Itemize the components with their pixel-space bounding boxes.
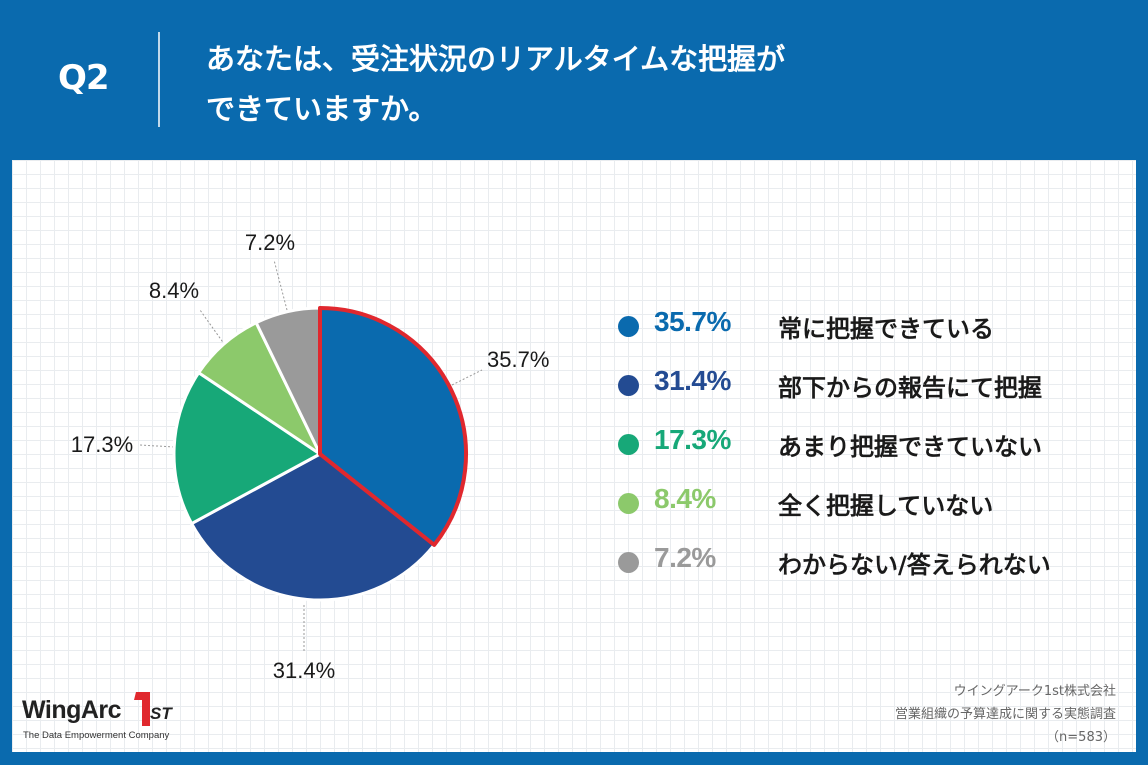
question-number: Q2 bbox=[58, 58, 110, 98]
legend-percent: 17.3% bbox=[654, 424, 731, 455]
company-logo: WingArc 1 ST The Data Empowerment Compan… bbox=[22, 692, 192, 744]
question-line-2: できていますか。 bbox=[206, 92, 438, 126]
leader-line bbox=[451, 369, 483, 386]
logo-tagline: The Data Empowerment Company bbox=[23, 730, 170, 741]
legend-dot bbox=[618, 316, 639, 337]
source-survey: 営業組織の予算達成に関する実態調査 bbox=[894, 707, 1116, 722]
legend-percent: 7.2% bbox=[654, 542, 716, 573]
slice-percent-label: 35.7% bbox=[487, 347, 549, 372]
chart-panel: 35.7% 31.4% 17.3% 8.4% 7.2% 35.7% 常に把握できている … bbox=[12, 160, 1136, 752]
slice-percent-label: 8.4% bbox=[149, 278, 199, 303]
legend-label: 全く把握していない bbox=[778, 492, 994, 520]
legend-label: 部下からの報告にて把握 bbox=[778, 374, 1042, 402]
slice-labels: 35.7% 31.4% 17.3% 8.4% 7.2% bbox=[71, 230, 550, 683]
header-divider bbox=[158, 32, 160, 127]
pie-slices bbox=[172, 306, 468, 602]
legend: 35.7% 常に把握できている 31.4% 部下からの報告にて把握 17.3% … bbox=[612, 306, 1122, 601]
pie-chart: 35.7% 31.4% 17.3% 8.4% 7.2% bbox=[71, 230, 550, 683]
legend-item: 7.2% わからない/答えられない bbox=[612, 542, 1122, 601]
leader-line bbox=[199, 309, 228, 349]
legend-percent: 35.7% bbox=[654, 306, 731, 337]
highlight-outline bbox=[318, 306, 468, 547]
slice-percent-label: 17.3% bbox=[71, 432, 133, 457]
question-title: あなたは、受注状況のリアルタイムな把握が できていますか。 bbox=[206, 34, 966, 134]
slice-percent-label: 31.4% bbox=[273, 658, 335, 683]
source-company: ウイングアーク1st株式会社 bbox=[953, 684, 1116, 699]
legend-item: 31.4% 部下からの報告にて把握 bbox=[612, 365, 1122, 424]
logo-wordmark: WingArc bbox=[22, 696, 122, 724]
logo-suffix: ST bbox=[150, 704, 172, 723]
legend-label: わからない/答えられない bbox=[778, 551, 1051, 579]
legend-item: 35.7% 常に把握できている bbox=[612, 306, 1122, 365]
leader-line bbox=[139, 444, 175, 448]
pie-slice bbox=[172, 370, 323, 526]
legend-percent: 31.4% bbox=[654, 365, 731, 396]
legend-dot bbox=[618, 552, 639, 573]
legend-percent: 8.4% bbox=[654, 483, 716, 514]
legend-dot bbox=[618, 493, 639, 514]
legend-label: 常に把握できている bbox=[778, 315, 994, 343]
source-sample-size: （n=583） bbox=[1046, 730, 1116, 745]
question-line-1: あなたは、受注状況のリアルタイムな把握が bbox=[206, 42, 786, 76]
legend-dot bbox=[618, 375, 639, 396]
legend-dot bbox=[618, 434, 639, 455]
source-note: ウイングアーク1st株式会社 営業組織の予算達成に関する実態調査 （n=583） bbox=[895, 680, 1116, 749]
slice-percent-label: 7.2% bbox=[245, 230, 295, 255]
header: Q2 あなたは、受注状況のリアルタイムな把握が できていますか。 bbox=[0, 0, 1148, 160]
leader-line bbox=[273, 259, 288, 311]
legend-item: 8.4% 全く把握していない bbox=[612, 483, 1122, 542]
logo-1-mark: 1 bbox=[134, 692, 150, 726]
pie-slice bbox=[189, 452, 437, 602]
legend-item: 17.3% あまり把握できていない bbox=[612, 424, 1122, 483]
leader-lines bbox=[139, 259, 483, 652]
legend-label: あまり把握できていない bbox=[778, 433, 1042, 461]
